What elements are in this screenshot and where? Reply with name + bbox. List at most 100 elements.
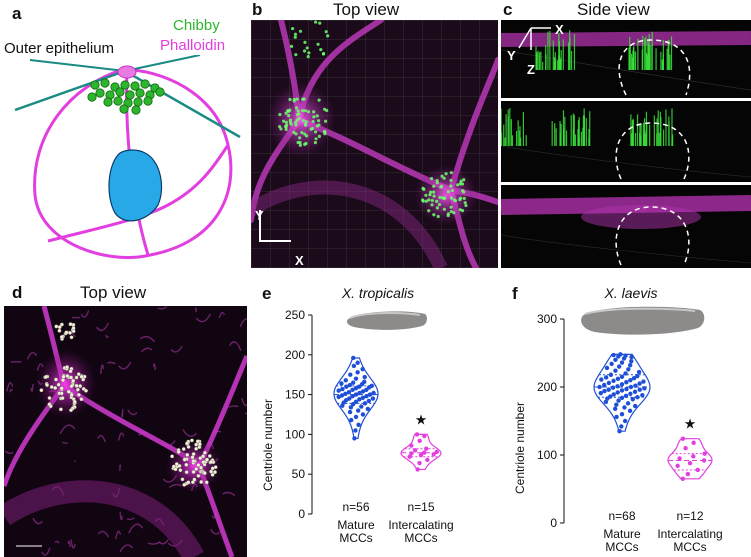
data-point: [414, 432, 420, 437]
data-point: [365, 406, 371, 412]
chibby-dot: [143, 96, 153, 106]
chart-f-title: X. laevis: [604, 285, 658, 301]
centriole-marker: [47, 402, 52, 407]
data-point: [642, 386, 647, 391]
membrane-texture: [80, 310, 90, 318]
data-point: [635, 395, 640, 400]
data-point: [680, 476, 685, 481]
chibby-basal-bodies: [87, 78, 165, 115]
data-point: [357, 390, 362, 396]
centriole-marker: [59, 391, 64, 396]
chibby-signal: [281, 119, 286, 123]
centriole-marker: [174, 462, 179, 466]
data-point: [424, 446, 429, 451]
violin-chart-laevis: X. laevis Centriole number 0 100 200 300 n=…: [513, 285, 723, 554]
chibby-signal: [453, 199, 458, 203]
data-point: [347, 396, 352, 401]
centriole-marker: [61, 378, 65, 383]
side-view-phalloidin: [501, 185, 751, 268]
category-label: Intercalating: [657, 527, 722, 541]
centriole-marker: [45, 383, 49, 387]
chibby-signal: [429, 176, 434, 181]
data-point: [352, 436, 357, 441]
data-point: [635, 373, 640, 379]
data-point: [599, 377, 604, 382]
apical-cap: [117, 65, 137, 79]
data-point: [614, 402, 619, 407]
data-point: [360, 366, 365, 372]
data-point: [629, 358, 634, 364]
category-label: Intercalating: [388, 518, 453, 532]
data-point: [602, 388, 607, 394]
data-point: [369, 383, 374, 389]
centriole-marker: [198, 456, 203, 461]
data-point: [336, 388, 341, 393]
data-point: [603, 375, 609, 380]
membrane-texture: [239, 318, 247, 328]
membrane-texture: [128, 523, 144, 534]
panel-c-label: c: [503, 0, 513, 19]
data-point: [641, 379, 646, 384]
chibby-signal: [318, 21, 322, 25]
data-point: [631, 375, 637, 381]
membrane-texture: [97, 530, 109, 538]
chibby-signal: [306, 110, 311, 114]
membrane-texture: [95, 322, 110, 332]
chibby-signal: [430, 198, 434, 203]
chibby-signal: [449, 196, 454, 200]
chibby-signal: [298, 140, 302, 145]
data-point: [623, 371, 628, 376]
membrane-texture: [54, 540, 60, 544]
chibby-signal: [313, 141, 317, 145]
centriole-marker: [76, 392, 81, 397]
category-label: MCCs: [339, 531, 372, 545]
data-point: [347, 382, 353, 388]
data-point: [353, 428, 358, 433]
chibby-signal: [278, 124, 282, 129]
data-point: [350, 393, 355, 399]
centriole-marker: [54, 377, 58, 382]
chibby-signal: [312, 115, 316, 119]
data-point: [675, 463, 680, 469]
centriole-marker: [61, 374, 66, 379]
data-point: [348, 372, 353, 377]
chibby-signal: [442, 207, 446, 211]
centriole-marker: [81, 377, 86, 382]
chibby-signal: [294, 106, 299, 110]
membrane-texture: [97, 434, 106, 443]
membrane-texture: [119, 464, 122, 471]
chibby-dot: [90, 80, 100, 90]
y-tick-label: 100: [285, 427, 305, 441]
data-point: [348, 405, 354, 410]
data-point: [614, 414, 619, 420]
chibby-signal: [303, 132, 307, 136]
cortex-line-horizontal: [47, 144, 230, 243]
chibby-signal: [288, 120, 293, 124]
data-point: [640, 392, 645, 398]
n-label: n=15: [407, 500, 434, 514]
data-point: [370, 396, 376, 401]
chibby-signal: [293, 32, 298, 36]
data-point: [360, 389, 366, 394]
chibby-signal: [314, 137, 318, 141]
chibby-signal: [430, 203, 434, 207]
data-point: [619, 424, 624, 429]
centriole-marker: [71, 378, 76, 383]
centriole-marker: [71, 329, 76, 334]
membrane-texture: [157, 306, 168, 310]
chibby-signal: [278, 112, 282, 117]
chibby-signal: [294, 53, 298, 57]
data-point: [624, 380, 629, 385]
chibby-signal: [284, 123, 289, 127]
data-point: [359, 404, 364, 409]
data-point: [353, 392, 359, 397]
data-point: [609, 361, 614, 367]
chibby-signal: [315, 114, 319, 118]
centriole-marker: [191, 459, 196, 463]
centriole-marker: [202, 471, 207, 476]
data-point: [687, 460, 693, 466]
centriole-marker: [192, 477, 197, 482]
data-point: [351, 355, 356, 361]
membrane-texture: [139, 335, 156, 343]
data-point: [418, 452, 424, 458]
